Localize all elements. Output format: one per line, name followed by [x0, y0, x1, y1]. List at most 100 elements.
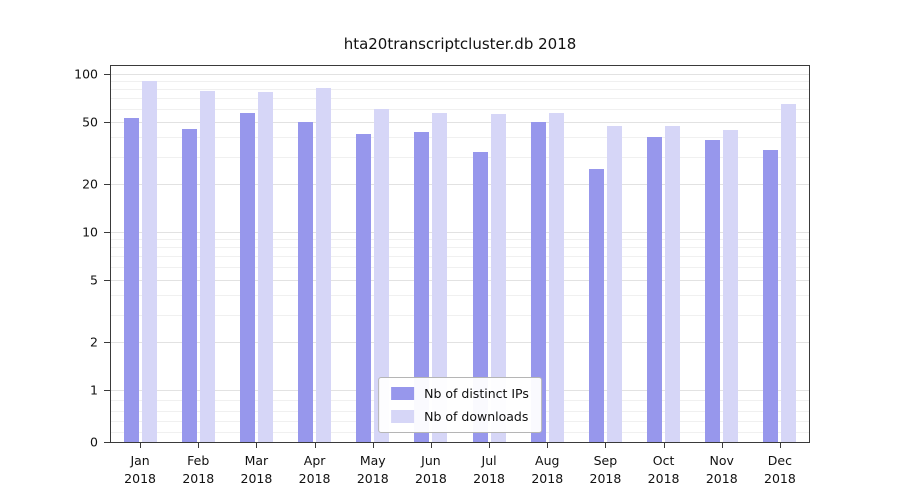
- bar-oct-2018-downloads: [665, 125, 681, 442]
- gridline-minor: [111, 267, 809, 269]
- gridline-minor: [111, 81, 809, 83]
- x-tick-label-line: 2018: [182, 470, 215, 486]
- gridline-minor: [111, 239, 809, 241]
- x-tick-label-line: 2018: [764, 470, 796, 486]
- gridline-major: [111, 342, 809, 344]
- bar-nov-2018-downloads: [723, 130, 739, 442]
- bar-aug-2018-distinct-ips: [530, 121, 546, 442]
- gridline-minor: [111, 136, 809, 138]
- y-tick-label: 1: [90, 382, 98, 398]
- x-tick-label-line: Feb: [187, 453, 210, 468]
- y-tick-label: 50: [82, 114, 98, 130]
- gridline-minor: [111, 294, 809, 296]
- x-tick-mark: [663, 443, 665, 448]
- legend-label-distinct-ips: Nb of distinct IPs: [424, 386, 529, 401]
- x-tick-mark: [198, 443, 200, 448]
- bar-jul-2018-downloads: [490, 113, 506, 442]
- bar-nov-2018-distinct-ips: [705, 140, 721, 442]
- y-tick-label: 0: [90, 434, 98, 450]
- gridline-minor: [111, 109, 809, 111]
- legend-swatch-distinct-ips: [391, 387, 415, 400]
- bar-jul-2018-distinct-ips: [472, 152, 488, 442]
- x-tick-mark: [256, 443, 258, 448]
- x-tick-label: Jun 2018: [396, 452, 466, 487]
- x-tick-mark: [721, 443, 723, 448]
- x-tick-label: Jul 2018: [454, 452, 524, 487]
- gridline-minor: [111, 314, 809, 316]
- bar-jun-2018-distinct-ips: [414, 131, 430, 442]
- x-tick-label-line: 2018: [589, 470, 622, 486]
- x-tick-label-line: Jun: [421, 453, 441, 468]
- gridline-major: [111, 184, 809, 186]
- legend-item-downloads: Nb of downloads: [391, 409, 529, 424]
- x-tick-label-line: 2018: [705, 470, 738, 486]
- x-tick-label-line: 2018: [473, 470, 505, 486]
- bar-sep-2018-downloads: [606, 125, 622, 442]
- bar-jan-2018-distinct-ips: [123, 117, 139, 442]
- x-tick-label: Jan 2018: [105, 452, 175, 487]
- legend-item-distinct-ips: Nb of distinct IPs: [391, 386, 529, 401]
- gridline-minor: [111, 98, 809, 100]
- x-tick-label-line: Sep: [593, 453, 618, 468]
- x-tick-label-line: 2018: [298, 470, 331, 486]
- bars: [111, 66, 809, 442]
- x-tick-label: Sep 2018: [570, 452, 640, 487]
- y-tick-label: 5: [90, 272, 98, 288]
- x-tick-mark: [489, 443, 491, 448]
- x-tick-label: Dec 2018: [745, 452, 815, 487]
- x-tick-mark: [547, 443, 549, 448]
- x-tick-label: Oct 2018: [629, 452, 699, 487]
- x-tick-mark: [779, 443, 781, 448]
- x-tick-mark: [140, 443, 142, 448]
- gridline-major: [111, 74, 809, 75]
- bar-aug-2018-downloads: [548, 112, 564, 442]
- x-tick-label-line: Jan: [130, 453, 150, 468]
- bar-dec-2018-downloads: [781, 103, 797, 442]
- y-tick-label: 10: [82, 224, 98, 240]
- x-tick-label-line: 2018: [356, 470, 389, 486]
- chart-title: hta20transcriptcluster.db 2018: [343, 35, 577, 53]
- gridline-major: [111, 232, 809, 233]
- x-tick-label-line: May: [359, 453, 386, 468]
- legend-swatch-downloads: [391, 410, 415, 423]
- bar-mar-2018-distinct-ips: [239, 112, 255, 442]
- x-tick-mark: [605, 443, 607, 448]
- bar-dec-2018-distinct-ips: [763, 150, 779, 442]
- bar-jun-2018-downloads: [432, 112, 448, 442]
- bar-apr-2018-distinct-ips: [298, 121, 314, 442]
- x-tick-label-line: 2018: [415, 470, 447, 486]
- bar-may-2018-distinct-ips: [356, 133, 372, 442]
- x-tick-mark: [372, 443, 374, 448]
- y-tick-label: 20: [82, 176, 98, 192]
- x-tick-label-line: 2018: [240, 470, 273, 486]
- x-tick-label-line: Apr: [303, 453, 326, 468]
- x-tick-label: Nov 2018: [687, 452, 757, 487]
- y-tick-label: 100: [74, 66, 98, 82]
- bar-jan-2018-downloads: [141, 81, 157, 442]
- x-tick-label: Mar 2018: [221, 452, 291, 487]
- bar-feb-2018-distinct-ips: [181, 128, 197, 442]
- legend-label-downloads: Nb of downloads: [424, 409, 529, 424]
- gridline-minor: [111, 156, 809, 158]
- x-tick-label-line: 2018: [531, 470, 564, 486]
- gridline-major: [111, 279, 809, 281]
- x-tick-mark: [314, 443, 316, 448]
- y-tick-label: 2: [90, 334, 98, 350]
- x-tick-label: Feb 2018: [163, 452, 233, 487]
- bar-sep-2018-distinct-ips: [588, 169, 604, 442]
- x-tick-label: May 2018: [338, 452, 408, 487]
- legend: Nb of distinct IPs Nb of downloads: [378, 377, 542, 433]
- x-tick-label: Apr 2018: [280, 452, 350, 487]
- x-tick-label-line: Aug: [535, 453, 560, 468]
- gridline-minor: [111, 89, 809, 91]
- bar-may-2018-downloads: [374, 109, 390, 442]
- bar-apr-2018-downloads: [316, 88, 332, 442]
- x-tick-label-line: 2018: [647, 470, 680, 486]
- x-tick-label: Aug 2018: [512, 452, 582, 487]
- x-tick-label-line: Mar: [244, 453, 269, 468]
- x-tick-label-line: Dec: [767, 453, 792, 468]
- plot-area: Nb of distinct IPs Nb of downloads: [110, 65, 810, 443]
- x-tick-label-line: 2018: [124, 470, 156, 486]
- gridline-minor: [111, 256, 809, 258]
